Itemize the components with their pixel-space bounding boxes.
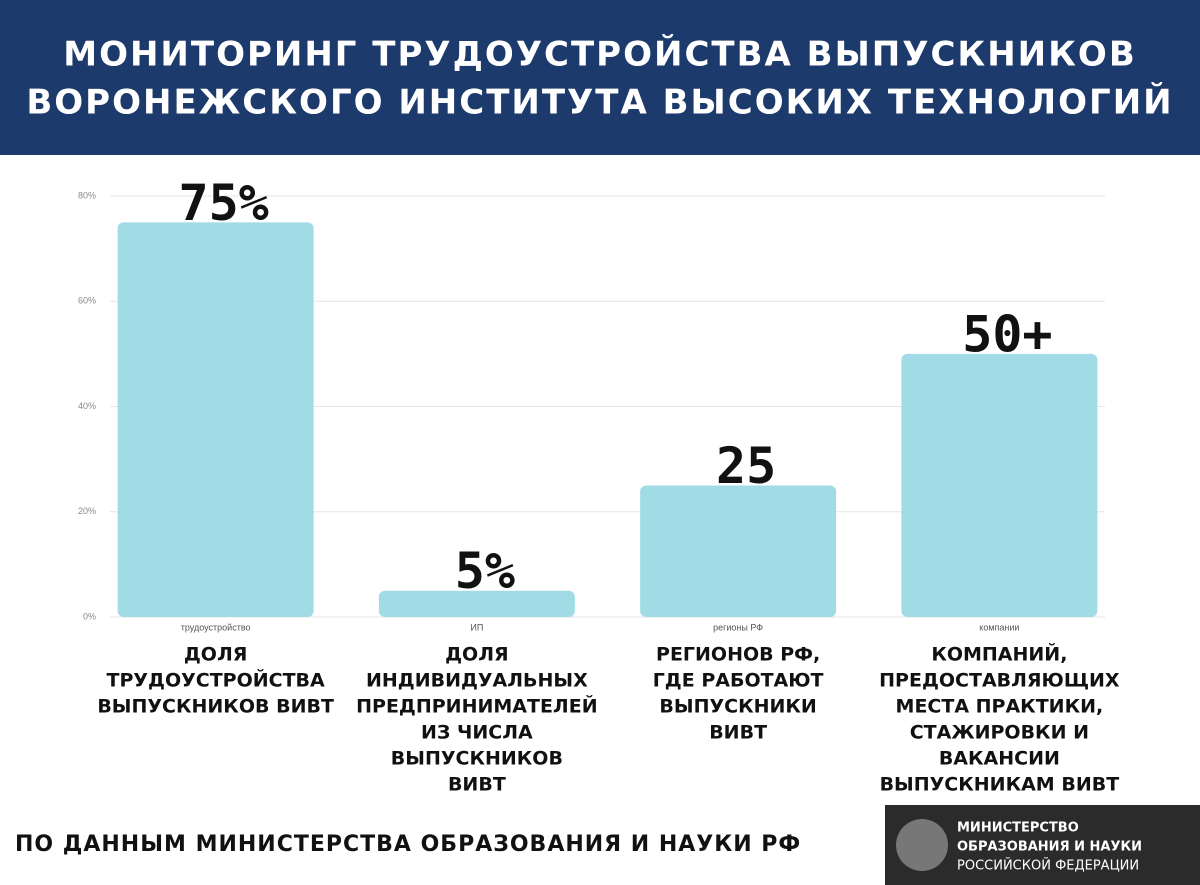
ministry-text: МИНИСТЕРСТВО <box>957 821 1079 836</box>
value-label: 25 <box>716 437 776 495</box>
value-label: 50+ <box>962 305 1052 363</box>
y-tick-label: 20% <box>78 506 96 516</box>
description: ВИВТ <box>448 774 506 796</box>
ministry-text: ОБРАЗОВАНИЯ И НАУКИ <box>957 840 1142 855</box>
description: ВЫПУСКНИКОВ <box>391 748 563 770</box>
title-line: ВОРОНЕЖСКОГО ИНСТИТУТА ВЫСОКИХ ТЕХНОЛОГИ… <box>26 82 1173 123</box>
description: КОМПАНИЙ, <box>931 643 1067 666</box>
bar <box>640 485 837 617</box>
description: РЕГИОНОВ РФ, <box>656 644 820 666</box>
description: ИНДИВИДУАЛЬНЫХ <box>366 670 588 692</box>
y-tick-label: 60% <box>78 296 96 306</box>
bar <box>901 353 1098 617</box>
y-tick-label: 0% <box>83 611 96 621</box>
description: ПРЕДПРИНИМАТЕЛЕЙ <box>356 695 597 718</box>
x-tick-label: регионы РФ <box>713 622 763 632</box>
y-tick-label: 40% <box>78 401 96 411</box>
description: ТРУДОУСТРОЙСТВА <box>107 669 326 692</box>
x-tick-label: компании <box>979 622 1019 632</box>
description: ВЫПУСКНИКИ <box>659 696 816 718</box>
description: ИЗ ЧИСЛА <box>421 722 533 744</box>
bar <box>117 222 314 617</box>
description: ВИВТ <box>709 722 767 744</box>
bar <box>378 590 575 617</box>
description: СТАЖИРОВКИ И <box>910 722 1089 744</box>
description: ПРЕДОСТАВЛЯЮЩИХ <box>879 670 1120 692</box>
description: ВАКАНСИИ <box>939 748 1060 770</box>
ministry-text: РОССИЙСКОЙ ФЕДЕРАЦИИ <box>957 858 1139 874</box>
title-line: МОНИТОРИНГ ТРУДОУСТРОЙСТВА ВЫПУСКНИКОВ <box>63 34 1137 75</box>
description: МЕСТА ПРАКТИКИ, <box>896 696 1104 718</box>
x-tick-label: трудоустройство <box>181 622 251 632</box>
description: ВЫПУСКНИКОВ ВИВТ <box>97 696 334 718</box>
description: ГДЕ РАБОТАЮТ <box>653 670 824 692</box>
description: ДОЛЯ <box>445 644 509 666</box>
emblem <box>896 819 948 871</box>
value-label: 75% <box>178 174 268 232</box>
description: ДОЛЯ <box>184 644 248 666</box>
description: ВЫПУСКНИКАМ ВИВТ <box>880 774 1120 796</box>
header <box>0 0 1200 155</box>
x-tick-label: ИП <box>470 622 483 632</box>
y-tick-label: 80% <box>78 190 96 200</box>
source: ПО ДАННЫМ МИНИСТЕРСТВА ОБРАЗОВАНИЯ И НАУ… <box>15 832 801 857</box>
value-label: 5% <box>455 542 515 600</box>
